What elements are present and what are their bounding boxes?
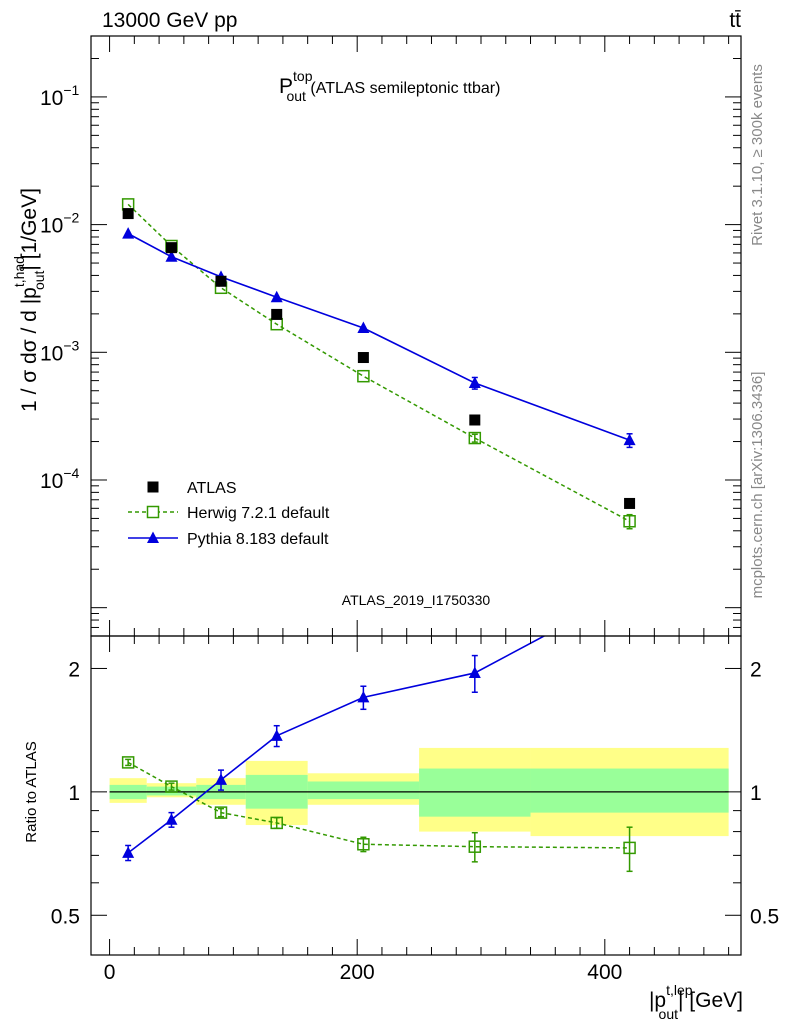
y-axis-label-rest: | [1/GeV] — [18, 188, 41, 271]
main-herwig-marker — [468, 431, 482, 445]
main-data-point — [165, 242, 177, 254]
y-axis-label: 1 / σ dσ / d |pt,had out| [1/GeV] — [11, 188, 47, 412]
plot-title: Ptop out (ATLAS semileptonic ttbar) — [279, 68, 500, 104]
main-herwig-line — [127, 203, 630, 522]
ratio-frame — [90, 635, 742, 956]
ratio-pythia-marker — [215, 773, 227, 785]
mcplots-source-label: mcplots.cern.ch [arXiv:1306.3436] — [749, 372, 766, 599]
ratio-y-tick-label-right: 2 — [750, 658, 762, 681]
legend-data-marker — [147, 481, 159, 493]
ratio-y-tick-label: 0.5 — [51, 905, 80, 928]
plot-title-subscript: out — [286, 88, 306, 104]
ratio-herwig-marker — [214, 806, 228, 819]
y-tick-label: 10−2 — [40, 210, 80, 238]
ratio-herwig-marker — [165, 780, 178, 793]
y-axis-label-superscript: t,had — [11, 256, 27, 287]
main-pythia-marker — [270, 290, 283, 303]
main-x-ticks — [109, 36, 730, 636]
main-pythia-marker — [165, 250, 178, 262]
main-series — [121, 198, 636, 530]
y-axis-label-main: 1 / σ dσ / d |p — [18, 287, 41, 412]
ratio-pythia-marker — [165, 813, 178, 825]
x-axis-label: |pt,lep out| [GeV] — [649, 982, 743, 1022]
main-data-point — [215, 275, 227, 287]
x-axis-label-superscript: t,lep — [666, 982, 693, 998]
y-tick-label: 10−4 — [40, 465, 80, 493]
y-tick-exponent: −3 — [63, 337, 79, 353]
plot-title-rest: (ATLAS semileptonic ttbar) — [306, 80, 500, 97]
energy-label: 13000 GeV pp — [102, 9, 237, 32]
ratio-herwig-marker — [468, 840, 482, 853]
main-y-ticks — [91, 57, 741, 637]
y-tick-exponent: −4 — [63, 465, 79, 481]
plot-title-main: P — [279, 75, 293, 98]
y-tick-base: 10 — [40, 470, 63, 493]
ratio-y-tick-label: 1 — [68, 782, 80, 805]
ratio-pythia-marker — [122, 846, 135, 858]
y-tick-base: 10 — [40, 342, 63, 365]
ratio-y-axis-label: Ratio to ATLAS — [23, 741, 40, 842]
x-axis-label-main: |p — [649, 989, 666, 1012]
rivet-version-label: Rivet 3.1.10, ≥ 300k events — [749, 64, 766, 246]
x-tick-label: 200 — [340, 961, 375, 984]
ratio-y-tick-label-right: 1 — [750, 782, 762, 805]
ratio-uncertainty-band-inner — [419, 768, 531, 817]
main-herwig-marker — [270, 317, 283, 331]
ratio-pythia-marker — [357, 690, 370, 703]
ratio-uncertainty-band-inner — [146, 786, 197, 796]
y-tick-exponent: −1 — [63, 82, 79, 98]
y-tick-base: 10 — [40, 215, 63, 238]
ratio-y-tick-label: 2 — [68, 658, 80, 681]
main-pythia-marker — [357, 321, 370, 333]
ratio-herwig-marker — [270, 816, 283, 830]
analysis-watermark: ATLAS_2019_I1750330 — [342, 592, 491, 608]
y-axis-label-subscript: out — [31, 270, 47, 290]
x-tick-label: 400 — [587, 961, 622, 984]
main-pythia-marker — [623, 433, 636, 446]
legend: ATLAS Herwig 7.2.1 default Pythia 8.183 de… — [128, 480, 330, 548]
ratio-x-ticks — [109, 636, 730, 955]
x-axis-label-rest: | [GeV] — [678, 989, 743, 1012]
ratio-y-tick-label-right: 0.5 — [750, 905, 779, 928]
main-herwig-marker — [357, 369, 370, 383]
legend-pythia-marker — [147, 531, 159, 543]
ratio-pythia-marker — [270, 729, 283, 741]
y-tick-label: 10−1 — [40, 82, 80, 110]
main-data-point — [122, 208, 134, 220]
main-pythia-marker — [122, 227, 135, 239]
legend-herwig-marker — [146, 505, 160, 519]
process-label: tt̄ — [729, 9, 741, 32]
x-tick-label: 0 — [104, 961, 116, 984]
ratio-plot-panel: 0.5 0.5 1 1 2 2 0 200 400 Ratio to ATLAS |pt,lep ou… — [23, 584, 779, 1022]
ratio-herwig-marker — [357, 838, 370, 851]
legend-label: Pythia 8.183 default — [187, 531, 329, 548]
y-tick-label: 10−3 — [40, 337, 80, 365]
ratio-herwig-marker — [623, 841, 636, 855]
ratio-uncertainty-band-inner — [307, 781, 420, 800]
y-tick-exponent: −2 — [63, 210, 79, 226]
ratio-uncertainty-band-inner — [530, 768, 729, 813]
main-data-point — [271, 308, 283, 320]
main-data-point — [357, 352, 369, 364]
plot-title-superscript: top — [293, 68, 313, 84]
main-pythia-line — [127, 232, 630, 441]
ratio-content — [109, 584, 729, 873]
main-data-point — [469, 414, 481, 426]
ratio-pythia-marker — [624, 584, 636, 596]
legend-label: ATLAS — [187, 480, 237, 497]
y-tick-base: 10 — [40, 87, 63, 110]
ratio-pythia-marker — [468, 666, 481, 678]
main-herwig-marker — [623, 515, 636, 528]
legend-label: Herwig 7.2.1 default — [187, 505, 330, 522]
main-data-point — [624, 497, 636, 509]
x-axis-label-subscript: out — [659, 1006, 679, 1022]
main-pythia-marker — [468, 376, 481, 388]
ratio-herwig-marker — [121, 756, 135, 769]
